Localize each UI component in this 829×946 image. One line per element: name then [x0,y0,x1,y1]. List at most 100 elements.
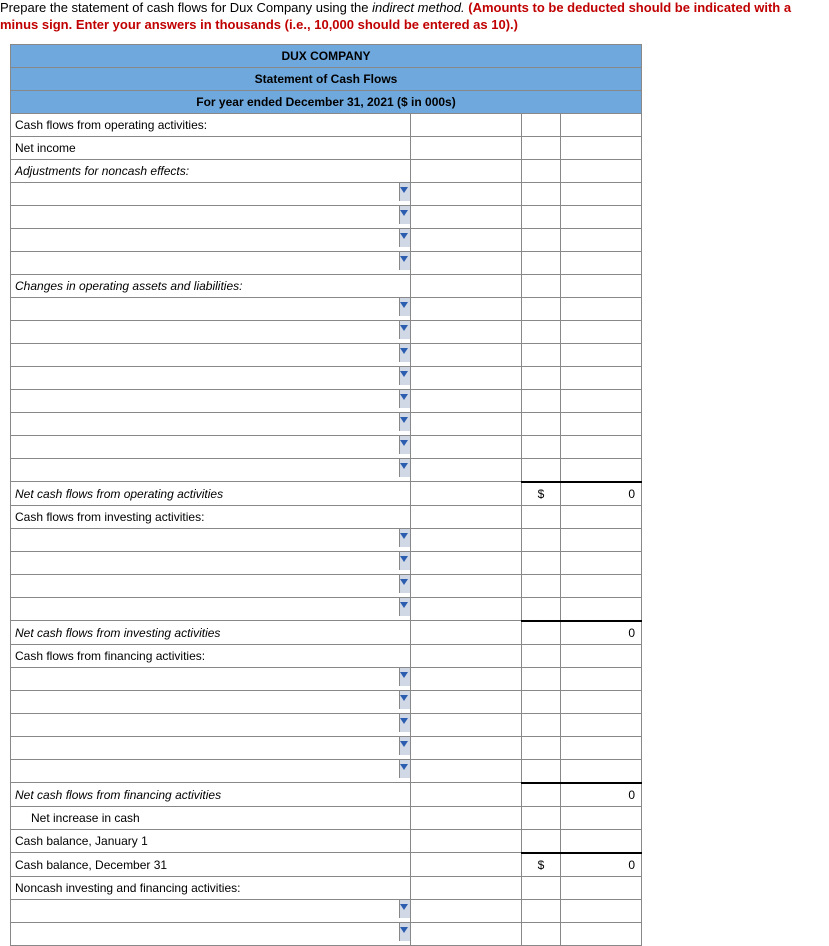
dropdown-cell[interactable] [11,205,411,228]
dropdown-cell[interactable] [11,922,411,945]
label-ncf-inv: Net cash flows from investing activities [11,621,411,645]
dropdown-cell[interactable] [11,690,411,713]
label-cfoa: Cash flows from operating activities: [11,113,411,136]
cell-input[interactable] [411,343,522,366]
cell-sym [522,829,561,853]
cell-sym [522,159,561,182]
cell-sym [522,389,561,412]
cell-input[interactable] [411,435,522,458]
cell-amt [561,435,642,458]
cell-sym [522,297,561,320]
cell-amt[interactable] [561,829,642,853]
dropdown-cell[interactable] [11,759,411,783]
cell-input[interactable] [411,297,522,320]
cell-input[interactable] [411,783,522,807]
cell-input[interactable] [411,551,522,574]
dropdown-cell[interactable] [11,366,411,389]
label-adjustments: Adjustments for noncash effects: [11,159,411,182]
cell-input[interactable] [411,829,522,853]
dropdown-cell[interactable] [11,736,411,759]
cell-input[interactable] [411,113,522,136]
cell-sym [522,366,561,389]
cell-input[interactable] [411,736,522,759]
cell-amt [561,228,642,251]
cell-input[interactable] [411,806,522,829]
cell-input[interactable] [411,274,522,297]
cell-input[interactable] [411,228,522,251]
header-title: Statement of Cash Flows [11,67,642,90]
cell-input[interactable] [411,505,522,528]
cell-sym [522,528,561,551]
cell-sym [522,412,561,435]
cell-sym [522,806,561,829]
cell-input[interactable] [411,159,522,182]
dropdown-cell[interactable] [11,667,411,690]
instr-part1: Prepare the statement of cash flows for … [0,0,372,15]
cell-sym [522,597,561,621]
cell-input[interactable] [411,482,522,506]
cell-amt: 0 [561,621,642,645]
label-bal-jan: Cash balance, January 1 [11,829,411,853]
cell-sym [522,759,561,783]
label-net-income: Net income [11,136,411,159]
dropdown-cell[interactable] [11,458,411,482]
cell-amt [561,458,642,482]
cell-amt [561,922,642,945]
cell-amt [561,667,642,690]
header-period: For year ended December 31, 2021 ($ in 0… [11,90,642,113]
dropdown-cell[interactable] [11,551,411,574]
cell-sym [522,876,561,899]
cell-input[interactable] [411,205,522,228]
cell-sym [522,182,561,205]
cell-input[interactable] [411,713,522,736]
dropdown-cell[interactable] [11,251,411,274]
cell-input[interactable] [411,899,522,922]
cell-input[interactable] [411,528,522,551]
dropdown-cell[interactable] [11,528,411,551]
dropdown-cell[interactable] [11,182,411,205]
cell-input[interactable] [411,853,522,877]
cell-input[interactable] [411,458,522,482]
cell-input[interactable] [411,644,522,667]
cell-input[interactable] [411,412,522,435]
dropdown-cell[interactable] [11,389,411,412]
dropdown-cell[interactable] [11,574,411,597]
label-changes: Changes in operating assets and liabilit… [11,274,411,297]
dropdown-cell[interactable] [11,899,411,922]
dropdown-cell[interactable] [11,343,411,366]
cell-amt [561,159,642,182]
cell-input[interactable] [411,597,522,621]
cell-input[interactable] [411,759,522,783]
cell-input[interactable] [411,182,522,205]
cell-input[interactable] [411,389,522,412]
cell-amt [561,551,642,574]
cell-input[interactable] [411,690,522,713]
cell-sym [522,435,561,458]
cell-input[interactable] [411,574,522,597]
cell-input[interactable] [411,621,522,645]
cell-input[interactable] [411,876,522,899]
label-ncf-oper: Net cash flows from operating activities [11,482,411,506]
cell-sym [522,458,561,482]
dropdown-cell[interactable] [11,412,411,435]
dropdown-cell[interactable] [11,297,411,320]
cell-input[interactable] [411,251,522,274]
label-bal-dec: Cash balance, December 31 [11,853,411,877]
dropdown-cell[interactable] [11,228,411,251]
cell-amt [561,899,642,922]
dropdown-cell[interactable] [11,320,411,343]
dropdown-cell[interactable] [11,713,411,736]
cell-input[interactable] [411,667,522,690]
cell-input[interactable] [411,366,522,389]
cell-amt [561,251,642,274]
cell-input[interactable] [411,320,522,343]
cell-input[interactable] [411,136,522,159]
dropdown-cell[interactable] [11,435,411,458]
cell-amt [561,644,642,667]
cell-amt [561,274,642,297]
cell-sym [522,136,561,159]
cell-amt: 0 [561,482,642,506]
dropdown-cell[interactable] [11,597,411,621]
cell-input[interactable] [411,922,522,945]
cell-amt [561,182,642,205]
